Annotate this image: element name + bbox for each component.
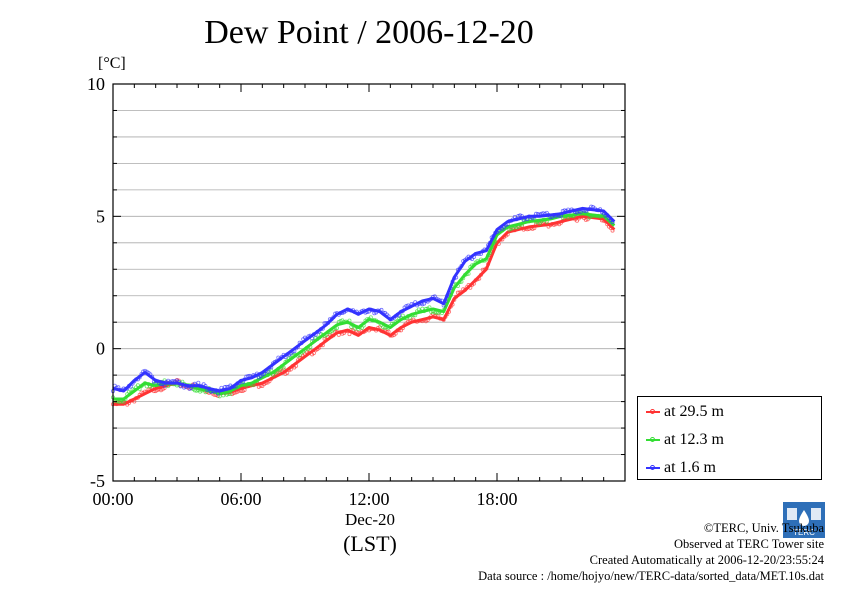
source-text: Data source : /home/hojyo/new/TERC-data/… [478, 569, 824, 583]
series-lines [111, 204, 616, 407]
data-point [583, 217, 588, 222]
y-tick-label: -5 [90, 471, 105, 491]
series-2 [111, 204, 616, 396]
data-point [196, 380, 201, 385]
legend-item-29-5m: at 29.5 m [646, 403, 724, 421]
series-line [113, 212, 616, 401]
plot-frame [112, 83, 626, 482]
x-tick-label: 06:00 [220, 489, 261, 509]
y-tick-label: 5 [96, 206, 105, 226]
legend-label: at 12.3 m [664, 431, 724, 448]
axis-ticks: -5 0 5 10 00:00 06:00 12:00 18:00 [87, 74, 626, 509]
legend-swatch-green [646, 437, 660, 442]
x-axis-label: (LST) [343, 531, 397, 556]
y-axis-unit: [°C] [98, 55, 126, 72]
credits: ©TERC, Univ. Tsukuba Observed at TERC To… [478, 520, 824, 584]
x-tick-label: 18:00 [476, 489, 517, 509]
legend-label: at 1.6 m [664, 459, 716, 476]
legend-label: at 29.5 m [664, 403, 724, 420]
legend-swatch-blue [646, 465, 660, 470]
y-tick-label: 10 [87, 74, 105, 94]
observed-text: Observed at TERC Tower site [673, 537, 824, 551]
series-1 [111, 210, 616, 404]
legend: at 29.5 m at 12.3 m at 1.6 m [637, 396, 822, 480]
series-line [112, 206, 616, 393]
legend-item-12-3m: at 12.3 m [646, 431, 724, 449]
x-tick-label: 00:00 [92, 489, 133, 509]
created-text: Created Automatically at 2006-12-20/23:5… [589, 553, 824, 567]
copyright-text: ©TERC, Univ. Tsukuba [703, 521, 824, 535]
legend-swatch-red [646, 409, 660, 414]
grid-lines [113, 110, 625, 455]
chart-title: Dew Point / 2006-12-20 [204, 14, 534, 51]
y-tick-label: 0 [96, 339, 105, 359]
date-label: Dec-20 [344, 510, 396, 529]
x-tick-label: 12:00 [348, 489, 389, 509]
terc-logo: TERC [783, 502, 825, 538]
legend-item-1-6m: at 1.6 m [646, 459, 716, 477]
logo-text: TERC [793, 528, 815, 537]
